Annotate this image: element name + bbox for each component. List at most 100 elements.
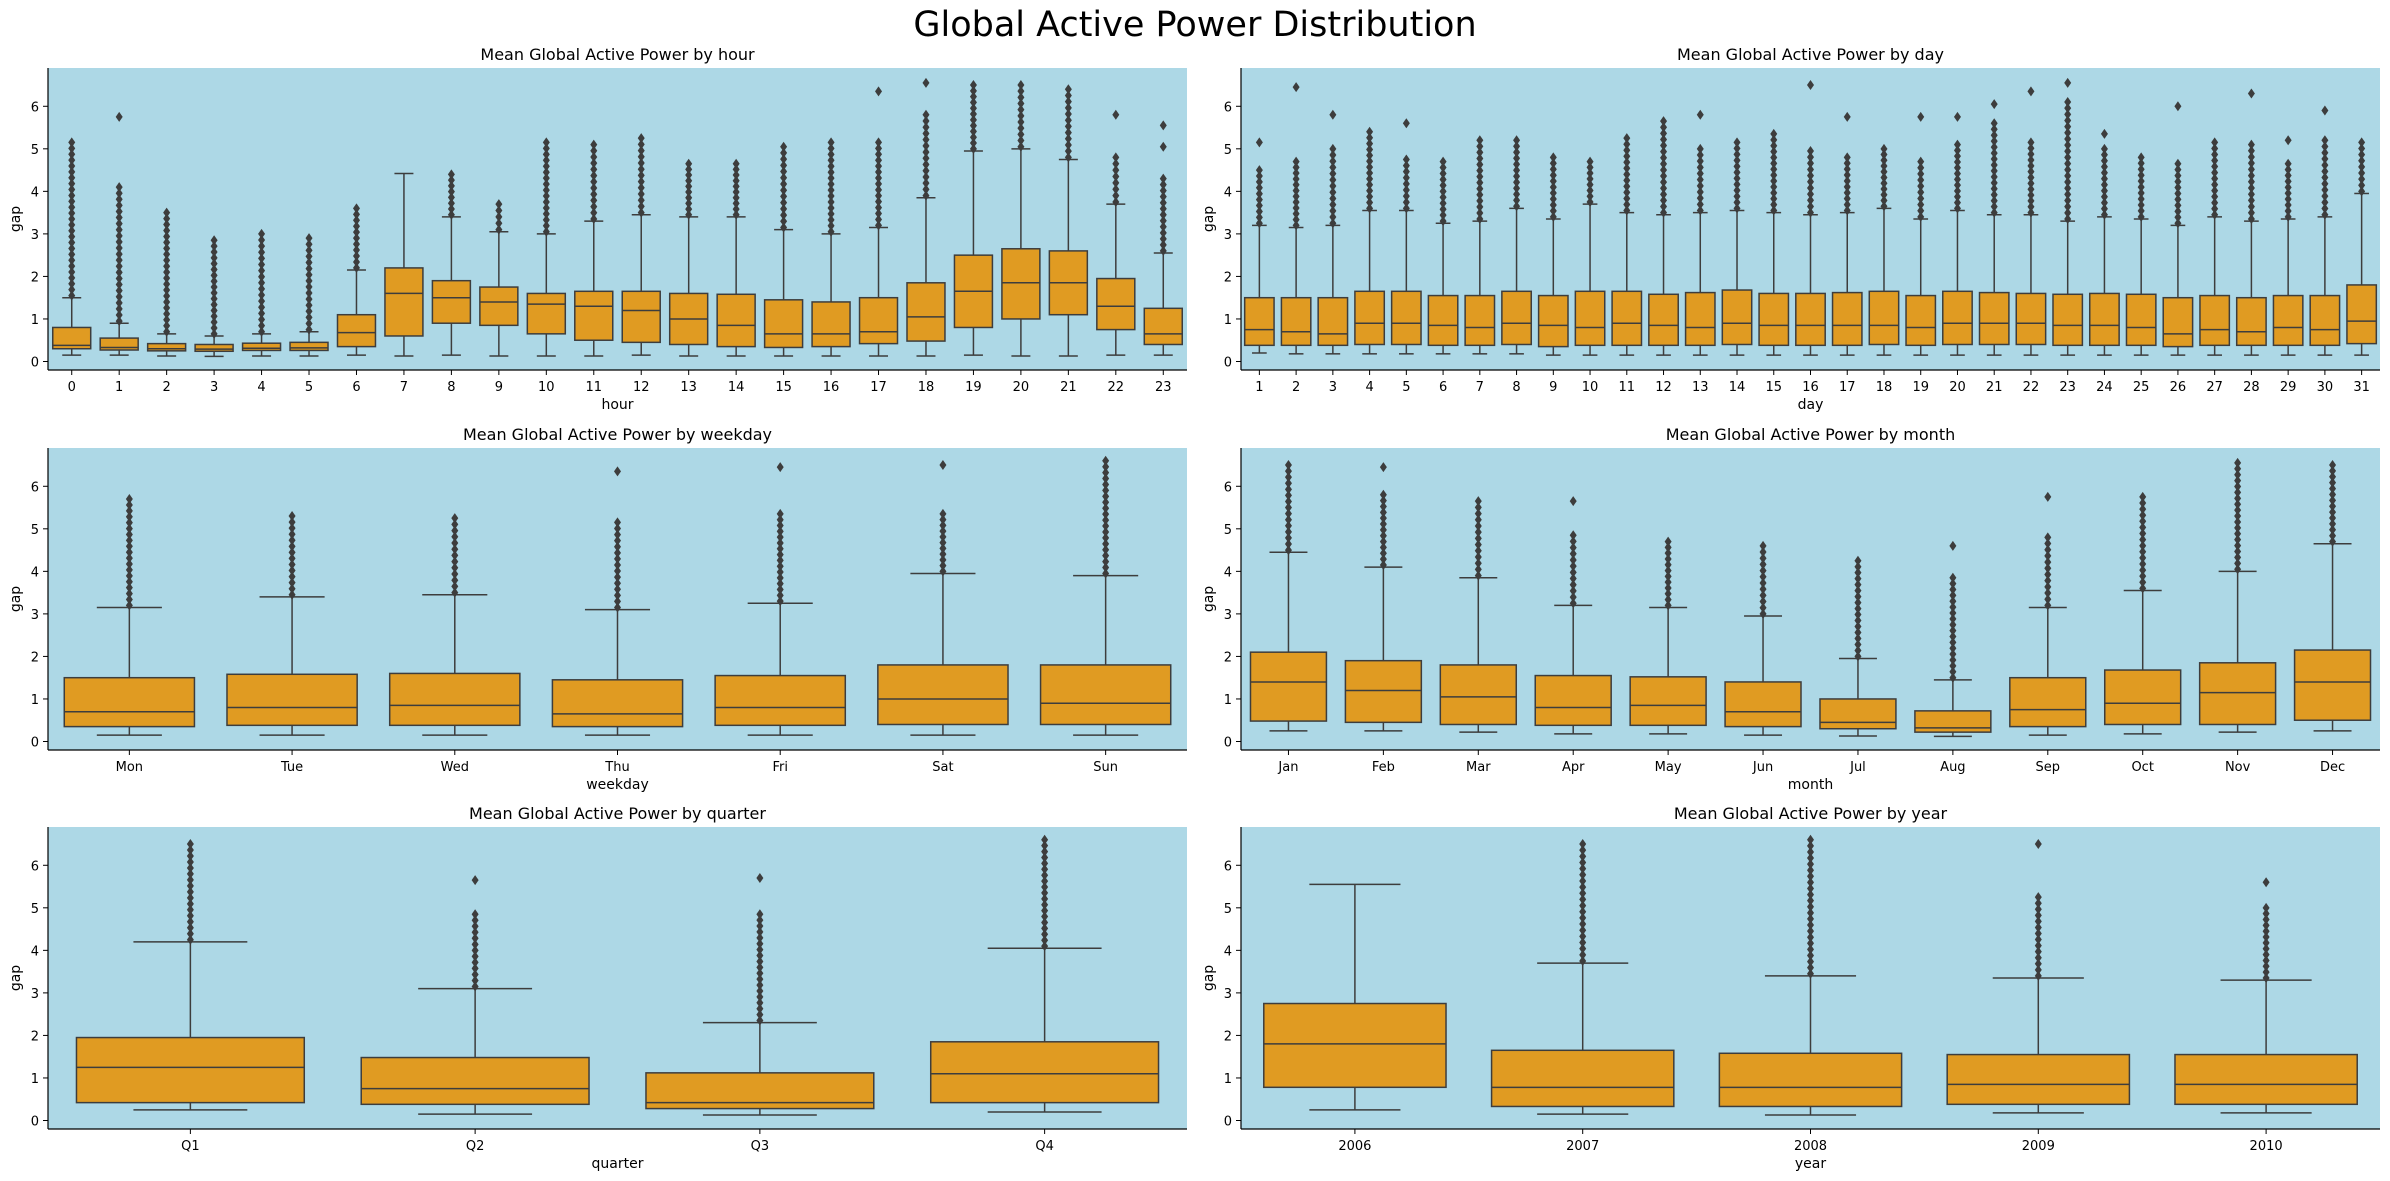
box-Jan	[1249, 460, 1328, 732]
outlier-point	[1569, 548, 1577, 559]
outlier-point	[1854, 585, 1862, 596]
outlier-point	[1159, 215, 1167, 226]
y-tick-label: 0	[31, 1114, 39, 1129]
outlier-point	[1569, 598, 1577, 609]
outlier-point	[2139, 540, 2147, 551]
outlier-point	[1041, 876, 1049, 887]
x-tick-label: 20	[1013, 380, 1030, 395]
box-3	[194, 235, 234, 358]
outlier-point	[1569, 579, 1577, 590]
box-iqr	[1942, 290, 1973, 346]
box-Feb	[1344, 462, 1423, 732]
y-tick-label: 1	[31, 313, 39, 328]
outlier-point	[1660, 128, 1668, 139]
outlier-point	[1623, 145, 1631, 156]
x-tick-label: 5	[305, 380, 313, 395]
outlier-point	[875, 143, 883, 154]
outlier-point	[1579, 894, 1587, 905]
box-iqr	[1629, 676, 1707, 727]
y-tick-label: 3	[31, 608, 39, 623]
outlier-point	[2174, 206, 2182, 217]
outlier-point	[2034, 958, 2042, 969]
outlier-point	[1623, 169, 1631, 180]
outlier-point	[614, 517, 621, 528]
outlier-point	[2321, 178, 2329, 189]
outlier-point	[590, 176, 598, 187]
x-tick-label: 14	[1729, 380, 1746, 395]
box-18	[1868, 143, 1900, 356]
y-tick-label: 4	[1224, 185, 1232, 200]
outlier-point	[2284, 194, 2292, 205]
box-iqr	[2235, 296, 2267, 347]
outlier-point	[1696, 193, 1704, 204]
outlier-point	[1366, 197, 1374, 208]
x-tick-label: 13	[1692, 380, 1709, 395]
outlier-point	[1159, 197, 1167, 208]
outlier-point	[590, 195, 598, 206]
outlier-point	[1807, 901, 1814, 912]
outlier-point	[1159, 179, 1167, 190]
outlier-point	[2234, 481, 2242, 492]
outlier-point	[1664, 600, 1672, 611]
outlier-point	[939, 554, 947, 565]
outlier-point	[1159, 191, 1167, 202]
outlier-point	[115, 243, 123, 254]
outlier-point	[939, 537, 947, 548]
outlier-point	[1284, 472, 1292, 483]
x-tick-label: Sun	[1093, 760, 1118, 775]
x-tick-label: 21	[1986, 380, 2003, 395]
box-8	[1501, 135, 1533, 355]
outlier-point	[1513, 153, 1521, 164]
outlier-point	[1292, 82, 1300, 93]
outlier-point	[163, 213, 171, 224]
chart-panels: Mean Global Active Power by hour0123456g…	[8, 45, 2380, 1172]
outlier-point	[1990, 148, 1998, 159]
outlier-point	[542, 196, 550, 207]
box-Thu	[551, 466, 684, 736]
outlier-point	[495, 211, 503, 222]
box-iqr	[1905, 294, 1937, 347]
outlier-point	[210, 299, 218, 310]
x-tick-label: 6	[352, 380, 360, 395]
outlier-point	[186, 850, 194, 861]
box-9	[479, 199, 519, 357]
outlier-point	[1474, 514, 1482, 525]
outlier-point	[2100, 155, 2108, 166]
outlier-point	[471, 963, 479, 974]
outlier-point	[1292, 168, 1300, 179]
outlier-point	[68, 261, 76, 272]
outlier-point	[1366, 138, 1374, 149]
x-tick-label: 30	[2317, 380, 2334, 395]
outlier-point	[2358, 149, 2366, 160]
outlier-point	[780, 166, 788, 177]
outlier-point	[1159, 221, 1167, 232]
x-tick-label: 14	[728, 380, 745, 395]
outlier-point	[1759, 565, 1767, 576]
outlier-point	[352, 203, 360, 214]
x-tick-label: 10	[538, 380, 555, 395]
outlier-point	[186, 880, 194, 891]
outlier-point	[780, 210, 788, 221]
outlier-point	[827, 149, 835, 160]
box-Wed	[388, 513, 521, 736]
outlier-point	[1949, 540, 1957, 551]
outlier-point	[2137, 158, 2145, 169]
outlier-point	[2027, 190, 2035, 201]
outlier-point	[1041, 846, 1049, 857]
outlier-point	[685, 187, 693, 198]
x-axis-label: year	[1795, 1156, 1826, 1172]
outlier-point	[1549, 164, 1557, 175]
outlier-point	[288, 589, 296, 600]
outlier-point	[1255, 137, 1263, 148]
outlier-point	[1064, 102, 1072, 113]
outlier-point	[2064, 195, 2072, 206]
outlier-point	[1476, 214, 1484, 224]
box-Jul	[1819, 555, 1897, 737]
outlier-point	[2174, 101, 2182, 112]
outlier-point	[1284, 466, 1292, 477]
box-15	[763, 141, 804, 357]
outlier-point	[1586, 179, 1594, 190]
outlier-point	[1112, 158, 1120, 169]
outlier-point	[2358, 168, 2366, 179]
outlier-point	[1807, 968, 1814, 979]
